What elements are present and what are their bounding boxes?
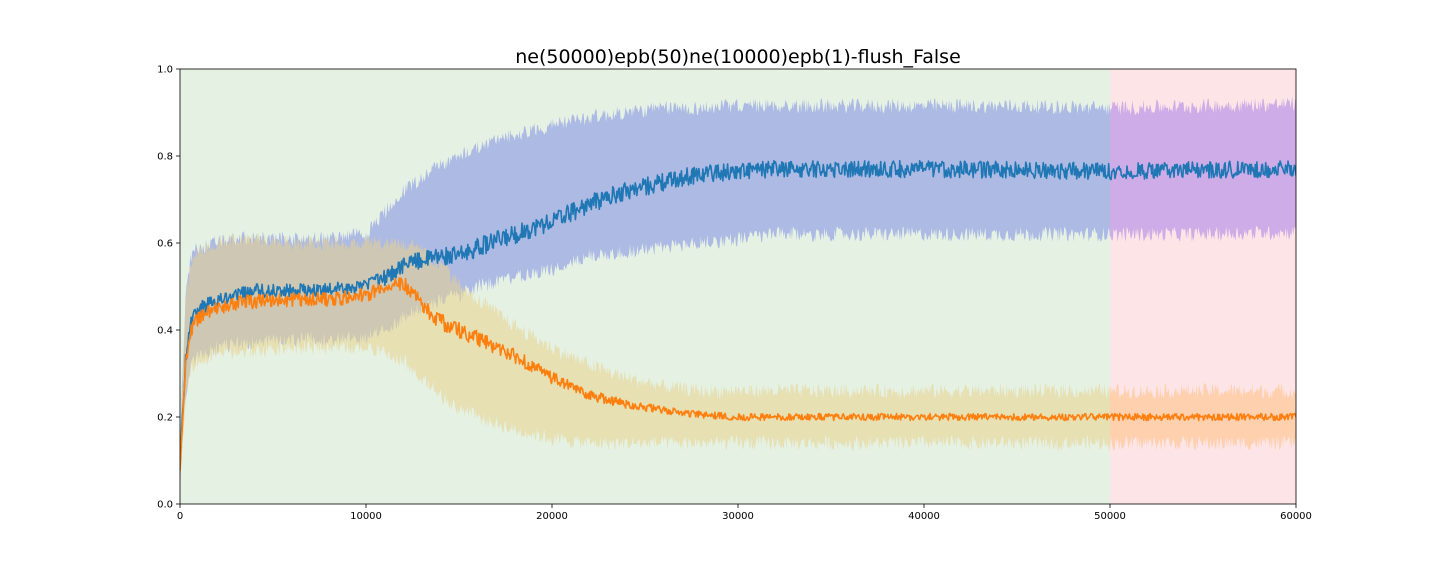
x-tick-label: 10000	[350, 511, 382, 522]
y-tick-label: 0.4	[157, 326, 173, 337]
plot-area	[180, 69, 1296, 504]
series-2-band-phase-1	[180, 232, 1110, 489]
x-tick-label: 40000	[908, 511, 940, 522]
series-1-band-phase-1	[180, 98, 1110, 478]
x-tick-label: 50000	[1094, 511, 1126, 522]
x-tick-label: 60000	[1280, 511, 1312, 522]
axes: 0 10000 20000 30000 40000 50000 60000 0.0 0.2 0.4…	[157, 65, 1312, 523]
chart-title: ne(50000)epb(50)ne(10000)epb(1)-flush_Fa…	[515, 46, 961, 68]
y-tick-label: 1.0	[157, 65, 173, 76]
y-tick-label: 0.0	[157, 500, 173, 511]
y-tick-label: 0.2	[157, 413, 173, 424]
x-tick-label: 20000	[536, 511, 568, 522]
series-layer	[180, 96, 1296, 489]
x-tick-label: 0	[177, 511, 183, 522]
series-2-line	[180, 277, 1296, 471]
y-tick-label: 0.6	[157, 239, 173, 250]
series-1-line	[180, 159, 1296, 467]
x-tick-label: 30000	[722, 511, 754, 522]
y-tick-label: 0.8	[157, 152, 173, 163]
